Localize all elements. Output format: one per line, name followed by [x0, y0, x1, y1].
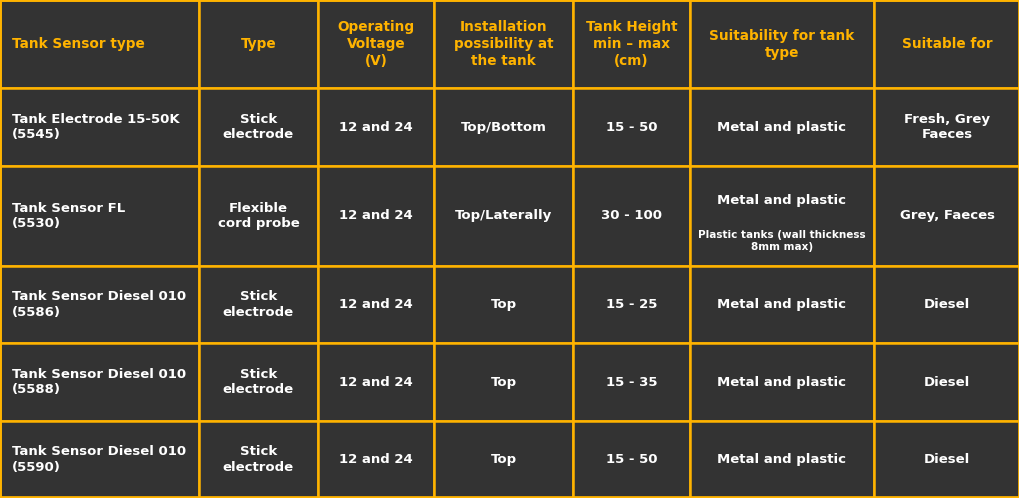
Bar [317, 0, 434, 88]
Text: Stick
electrode: Stick electrode [222, 368, 293, 396]
Text: Top: Top [490, 453, 517, 466]
Bar [199, 88, 317, 166]
Text: Suitable for: Suitable for [901, 37, 991, 51]
Bar [689, 344, 873, 421]
Text: Diesel: Diesel [923, 375, 969, 388]
Text: Metal and plastic: Metal and plastic [716, 453, 846, 466]
Bar [689, 0, 873, 88]
Bar [873, 0, 1019, 88]
Text: 12 and 24: 12 and 24 [338, 375, 413, 388]
Text: 12 and 24: 12 and 24 [338, 298, 413, 311]
Text: Tank Sensor FL
(5530): Tank Sensor FL (5530) [12, 202, 125, 230]
Text: Grey, Faeces: Grey, Faeces [899, 209, 994, 223]
Bar [199, 166, 317, 266]
Bar [873, 88, 1019, 166]
Text: Top: Top [490, 375, 517, 388]
Text: 15 - 25: 15 - 25 [605, 298, 656, 311]
Text: Flexible
cord probe: Flexible cord probe [217, 202, 299, 230]
Text: Stick
electrode: Stick electrode [222, 445, 293, 474]
Bar [0, 266, 199, 344]
Text: Stick
electrode: Stick electrode [222, 290, 293, 319]
Text: Metal and plastic: Metal and plastic [716, 121, 846, 133]
Bar [0, 421, 199, 498]
Text: Top/Laterally: Top/Laterally [454, 209, 551, 223]
Bar [573, 421, 689, 498]
Bar [434, 88, 573, 166]
Bar [199, 421, 317, 498]
Bar [199, 0, 317, 88]
Text: Fresh, Grey
Faeces: Fresh, Grey Faeces [903, 113, 989, 141]
Bar [573, 88, 689, 166]
Bar [873, 421, 1019, 498]
Bar [434, 344, 573, 421]
Bar [573, 0, 689, 88]
Bar [0, 0, 199, 88]
Bar [573, 344, 689, 421]
Text: 12 and 24: 12 and 24 [338, 453, 413, 466]
Text: Stick
electrode: Stick electrode [222, 113, 293, 141]
Bar [873, 344, 1019, 421]
Bar [434, 266, 573, 344]
Text: Tank Sensor Diesel 010
(5590): Tank Sensor Diesel 010 (5590) [12, 445, 186, 474]
Text: 15 - 50: 15 - 50 [605, 121, 656, 133]
Bar [689, 166, 873, 266]
Bar [434, 0, 573, 88]
Bar [573, 266, 689, 344]
Bar [689, 266, 873, 344]
Text: Metal and plastic: Metal and plastic [716, 194, 846, 207]
Bar [0, 88, 199, 166]
Text: Type: Type [240, 37, 276, 51]
Text: Tank Height
min – max
(cm): Tank Height min – max (cm) [585, 20, 677, 68]
Text: 15 - 50: 15 - 50 [605, 453, 656, 466]
Text: Tank Sensor Diesel 010
(5588): Tank Sensor Diesel 010 (5588) [12, 368, 186, 396]
Text: Operating
Voltage
(V): Operating Voltage (V) [337, 20, 414, 68]
Bar [317, 421, 434, 498]
Text: Tank Electrode 15-50K
(5545): Tank Electrode 15-50K (5545) [12, 113, 179, 141]
Text: Top: Top [490, 298, 517, 311]
Text: Metal and plastic: Metal and plastic [716, 298, 846, 311]
Text: 12 and 24: 12 and 24 [338, 209, 413, 223]
Bar [199, 344, 317, 421]
Bar [317, 88, 434, 166]
Text: 30 - 100: 30 - 100 [600, 209, 661, 223]
Bar [317, 344, 434, 421]
Text: Top/Bottom: Top/Bottom [461, 121, 546, 133]
Bar [573, 166, 689, 266]
Text: Suitability for tank
type: Suitability for tank type [708, 29, 854, 60]
Bar [317, 266, 434, 344]
Bar [0, 344, 199, 421]
Text: Diesel: Diesel [923, 453, 969, 466]
Text: Diesel: Diesel [923, 298, 969, 311]
Bar [434, 421, 573, 498]
Text: 15 - 35: 15 - 35 [605, 375, 656, 388]
Text: Tank Sensor Diesel 010
(5586): Tank Sensor Diesel 010 (5586) [12, 290, 186, 319]
Bar [0, 166, 199, 266]
Bar [199, 266, 317, 344]
Text: Metal and plastic: Metal and plastic [716, 375, 846, 388]
Bar [689, 421, 873, 498]
Bar [873, 266, 1019, 344]
Text: Plastic tanks (wall thickness
8mm max): Plastic tanks (wall thickness 8mm max) [697, 230, 865, 252]
Bar [434, 166, 573, 266]
Bar [873, 166, 1019, 266]
Text: Tank Sensor type: Tank Sensor type [12, 37, 145, 51]
Bar [689, 88, 873, 166]
Text: Installation
possibility at
the tank: Installation possibility at the tank [453, 20, 553, 68]
Bar [317, 166, 434, 266]
Text: 12 and 24: 12 and 24 [338, 121, 413, 133]
